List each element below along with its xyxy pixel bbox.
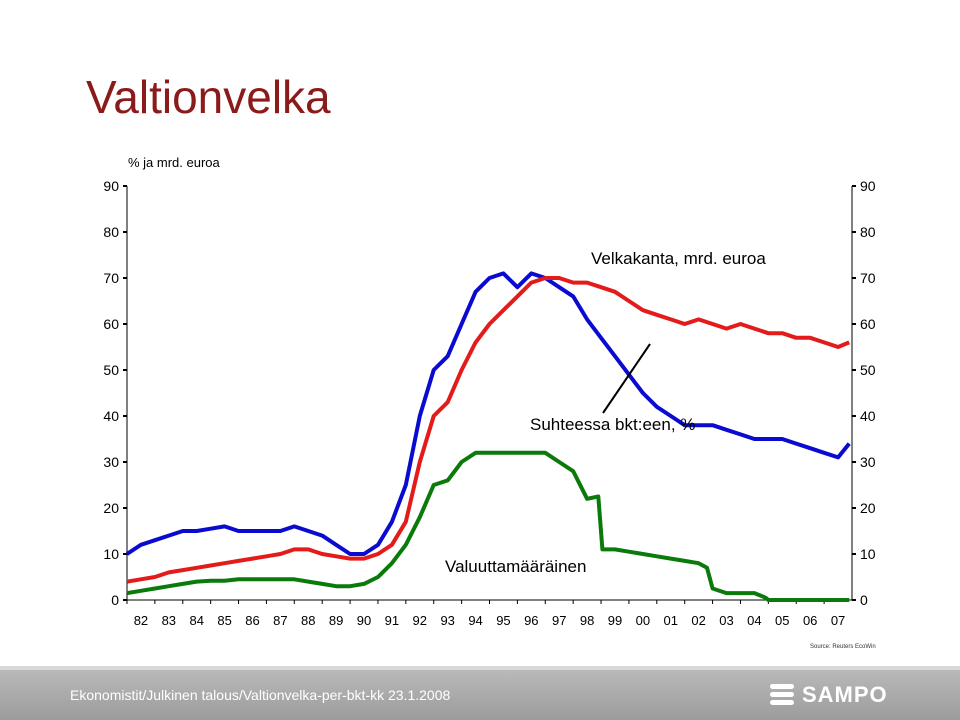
x-tick-label: 02 bbox=[691, 613, 705, 628]
x-tick-label: 93 bbox=[440, 613, 454, 628]
x-tick-label: 94 bbox=[468, 613, 482, 628]
y-tick-label-right: 50 bbox=[860, 362, 876, 378]
y-tick-label-left: 0 bbox=[111, 592, 119, 608]
x-tick-label: 04 bbox=[747, 613, 761, 628]
x-tick-label: 96 bbox=[524, 613, 538, 628]
x-tick-label: 98 bbox=[580, 613, 594, 628]
series-line-valuutta bbox=[126, 450, 850, 602]
source-note: Source: Reuters EcoWin bbox=[810, 644, 876, 650]
x-tick-label: 86 bbox=[245, 613, 259, 628]
x-tick-label: 00 bbox=[636, 613, 650, 628]
x-tick-label: 01 bbox=[664, 613, 678, 628]
x-tick-label: 90 bbox=[357, 613, 371, 628]
x-tick-label: 88 bbox=[301, 613, 315, 628]
y-tick-label-right: 0 bbox=[860, 592, 868, 608]
annotation-arrow bbox=[602, 343, 651, 414]
x-tick-label: 85 bbox=[217, 613, 231, 628]
y-tick-label-right: 20 bbox=[860, 500, 876, 516]
footer-bar: Ekonomistit/Julkinen talous/Valtionvelka… bbox=[0, 666, 960, 720]
sampo-logo: SAMPO bbox=[768, 680, 888, 710]
x-tick-label: 05 bbox=[775, 613, 789, 628]
y-tick-label-left: 60 bbox=[103, 316, 119, 332]
x-tick-label: 87 bbox=[273, 613, 287, 628]
slide-title: Valtionvelka bbox=[86, 71, 331, 123]
series-line-suhteessa bbox=[125, 271, 851, 556]
y-tick-label-right: 90 bbox=[860, 178, 876, 194]
annotation-velkakanta: Velkakanta, mrd. euroa bbox=[591, 249, 766, 268]
x-tick-label: 84 bbox=[189, 613, 203, 628]
y-tick-label-left: 90 bbox=[103, 178, 119, 194]
y-unit-label: % ja mrd. euroa bbox=[128, 155, 221, 170]
y-tick-label-right: 70 bbox=[860, 270, 876, 286]
y-tick-label-left: 30 bbox=[103, 454, 119, 470]
y-tick-label-right: 30 bbox=[860, 454, 876, 470]
x-tick-label: 82 bbox=[134, 613, 148, 628]
annotation-suhteessa: Suhteessa bkt:een, % bbox=[530, 415, 695, 434]
x-tick-label: 95 bbox=[496, 613, 510, 628]
y-tick-label-left: 40 bbox=[103, 408, 119, 424]
x-tick-label: 92 bbox=[413, 613, 427, 628]
x-tick-label: 07 bbox=[831, 613, 845, 628]
y-tick-label-right: 40 bbox=[860, 408, 876, 424]
y-tick-label-left: 80 bbox=[103, 224, 119, 240]
x-tick-label: 06 bbox=[803, 613, 817, 628]
y-tick-label-left: 10 bbox=[103, 546, 119, 562]
y-tick-label-left: 70 bbox=[103, 270, 119, 286]
x-tick-label: 83 bbox=[162, 613, 176, 628]
series-line-velkakanta bbox=[126, 276, 850, 584]
y-tick-label-left: 20 bbox=[103, 500, 119, 516]
x-tick-label: 03 bbox=[719, 613, 733, 628]
y-tick-label-right: 60 bbox=[860, 316, 876, 332]
chart-series bbox=[125, 271, 851, 602]
y-tick-label-left: 50 bbox=[103, 362, 119, 378]
sampo-logo-icon bbox=[770, 684, 794, 705]
y-tick-label-right: 10 bbox=[860, 546, 876, 562]
footer-text: Ekonomistit/Julkinen talous/Valtionvelka… bbox=[70, 687, 451, 703]
y-tick-label-right: 80 bbox=[860, 224, 876, 240]
x-tick-label: 99 bbox=[608, 613, 622, 628]
sampo-logo-text: SAMPO bbox=[802, 682, 888, 707]
x-tick-label: 97 bbox=[552, 613, 566, 628]
x-tick-label: 91 bbox=[385, 613, 399, 628]
x-tick-label: 89 bbox=[329, 613, 343, 628]
annotation-valuuttamaarainen: Valuuttamääräinen bbox=[445, 557, 586, 576]
